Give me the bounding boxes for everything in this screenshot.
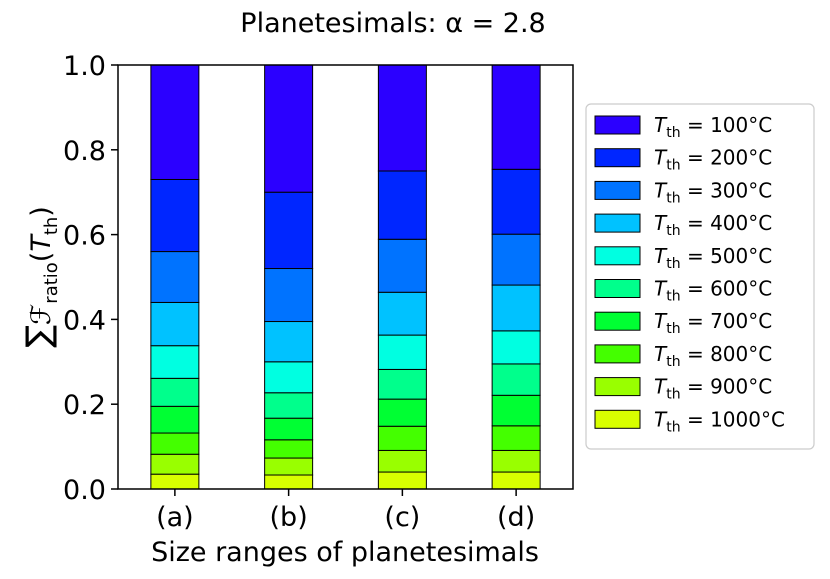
x-tick-label: (d) xyxy=(497,502,535,533)
bar-segment-600-0 xyxy=(150,377,200,407)
legend-label-900: Tth = 900°C xyxy=(654,375,772,403)
bar-segment-900-0 xyxy=(150,453,200,475)
y-axis-label: ∑ℱratio(Tth) xyxy=(19,206,62,348)
x-tick-label: (b) xyxy=(270,502,308,533)
bar-segment-400-0 xyxy=(150,301,200,347)
y-tick-label: 0.6 xyxy=(63,221,106,252)
chart-title: Planetesimals: α = 2.8 xyxy=(240,8,545,39)
svg-text:∑ℱratio(Tth): ∑ℱratio(Tth) xyxy=(19,206,62,348)
bar-segment-200-2 xyxy=(377,170,427,240)
x-axis: (a) (b) (c) (d) xyxy=(156,489,535,533)
bar-segment-300-0 xyxy=(150,251,200,303)
x-tick-label: (c) xyxy=(384,502,420,533)
legend-swatch-800 xyxy=(594,344,641,364)
bar-segment-100-3 xyxy=(491,64,541,170)
y-tick-label: 1.0 xyxy=(63,51,106,82)
y-tick-label: 0.2 xyxy=(63,390,106,421)
y-tick-label: 0.4 xyxy=(63,305,106,336)
bar-segment-600-1 xyxy=(264,392,314,419)
bar-segment-700-1 xyxy=(264,417,314,441)
legend-swatch-900 xyxy=(594,377,641,397)
bar-segment-800-0 xyxy=(150,432,200,455)
bar-segment-1000-1 xyxy=(264,474,314,490)
bar-segment-500-0 xyxy=(150,345,200,379)
plot-frame xyxy=(117,64,574,490)
legend-label-1000: Tth = 1000°C xyxy=(654,407,785,435)
bar-segment-900-1 xyxy=(264,457,314,476)
bar-segment-300-2 xyxy=(377,238,427,293)
legend-swatch-500 xyxy=(594,246,641,266)
y-tick-label: 0.0 xyxy=(63,475,106,506)
bar-segment-700-3 xyxy=(491,394,541,427)
bar-segment-200-1 xyxy=(264,191,314,270)
bar-segment-500-3 xyxy=(491,330,541,365)
bar-segment-800-3 xyxy=(491,425,541,451)
bar-segment-900-3 xyxy=(491,449,541,473)
bar-segment-200-3 xyxy=(491,168,541,235)
legend-frame xyxy=(585,103,815,450)
bar-segment-500-2 xyxy=(377,334,427,370)
legend-swatch-100 xyxy=(594,115,641,135)
bar-segment-100-0 xyxy=(150,64,200,180)
bar-segment-1000-0 xyxy=(150,473,200,490)
bar-segment-400-1 xyxy=(264,321,314,363)
legend-label-800: Tth = 800°C xyxy=(654,342,772,370)
legend-swatch-700 xyxy=(594,311,641,331)
bar-segment-100-2 xyxy=(377,64,427,172)
legend-label-100: Tth = 100°C xyxy=(654,113,772,141)
bar-segment-300-1 xyxy=(264,268,314,323)
legend-label-200: Tth = 200°C xyxy=(654,146,772,174)
legend: Tth = 100°C Tth = 200°C Tth = 300°C Tth = 4… xyxy=(585,103,815,450)
bar-segment-100-1 xyxy=(264,64,314,193)
bar-segment-500-1 xyxy=(264,361,314,394)
y-axis: 0.0 0.2 0.4 0.6 0.8 1.0 xyxy=(63,51,118,506)
legend-swatch-400 xyxy=(594,213,641,233)
bar-segment-400-3 xyxy=(491,284,541,332)
x-tick-label: (a) xyxy=(156,502,194,533)
legend-label-600: Tth = 600°C xyxy=(654,277,772,305)
bar-segment-600-2 xyxy=(377,368,427,400)
legend-label-400: Tth = 400°C xyxy=(654,211,772,239)
bar-segment-600-3 xyxy=(491,363,541,396)
bar-segment-900-2 xyxy=(377,449,427,473)
bar-segment-800-2 xyxy=(377,425,427,451)
x-axis-label: Size ranges of planetesimals xyxy=(151,537,539,568)
bar-segment-700-2 xyxy=(377,398,427,427)
legend-swatch-200 xyxy=(594,148,641,168)
bar-segment-400-2 xyxy=(377,291,427,336)
bar-segment-200-0 xyxy=(150,178,200,253)
legend-swatch-1000 xyxy=(594,409,641,429)
bar-segment-300-3 xyxy=(491,233,541,286)
bars-group xyxy=(150,64,541,490)
bar-segment-700-0 xyxy=(150,405,200,434)
legend-swatch-300 xyxy=(594,180,641,200)
y-tick-label: 0.8 xyxy=(63,136,106,167)
legend-label-300: Tth = 300°C xyxy=(654,178,772,206)
legend-swatch-600 xyxy=(594,279,641,298)
legend-label-700: Tth = 700°C xyxy=(654,309,772,337)
bar-segment-800-1 xyxy=(264,439,314,459)
legend-label-500: Tth = 500°C xyxy=(654,244,772,272)
bar-segment-1000-2 xyxy=(377,471,427,490)
bar-segment-1000-3 xyxy=(491,471,541,490)
